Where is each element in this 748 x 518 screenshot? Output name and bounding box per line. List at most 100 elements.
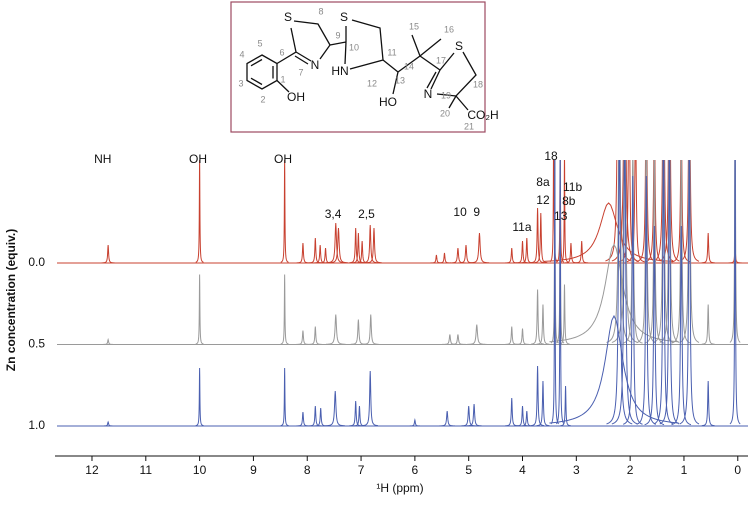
peak-label: 3,4 [325,207,342,221]
peak [469,232,490,264]
atom-number: 17 [436,55,446,65]
x-tick-label: 9 [250,463,257,477]
peak [636,175,657,425]
peak-label: 11a [512,220,531,234]
peak-label: NH [94,152,111,166]
peak [280,160,289,263]
peak [314,407,328,427]
peak [458,244,474,264]
x-tick-label: 6 [412,463,419,477]
atom-number: 3 [238,78,243,88]
atom-label: S [455,39,463,53]
peak [556,160,565,263]
atom-number: 7 [298,67,303,77]
peak [366,227,382,264]
peak-label: 2,5 [358,207,375,221]
atom-label: CO₂H [467,108,498,122]
peak [325,390,345,427]
peak-label: 8a [536,175,550,189]
atom-number: 6 [279,47,284,57]
peak [466,403,482,427]
peak [555,160,565,425]
peak [349,400,363,427]
series-label: 0.0 [28,255,45,269]
atom-number: 12 [367,78,377,88]
peak [516,405,529,427]
atom-label: N [424,87,433,101]
atom-label: HO [379,95,397,109]
atom-number: 15 [409,21,419,31]
atom-number: 9 [335,30,340,40]
series-label: 0.5 [28,337,45,351]
peak [606,160,633,425]
peak [450,334,466,345]
atom-number: 2 [260,94,265,104]
peak-label: 18 [544,149,558,163]
peak [362,224,378,264]
atom-number: 1 [280,74,285,84]
bonds [246,19,477,111]
series-label: 1.0 [28,418,45,432]
peak [611,160,638,343]
peak-label: 11b [563,180,582,194]
peak [549,160,558,263]
peak [362,314,379,345]
peak [516,240,529,264]
peak [101,244,115,264]
atom-number: 8 [318,6,323,16]
peak [531,289,545,345]
peak [308,405,322,427]
peak-label: 8b [562,194,576,208]
y-axis-label: Zn concentration (equiv.) [4,229,18,371]
atom-number: 5 [257,38,262,48]
atom-number: 13 [395,75,405,85]
peak [653,160,674,425]
x-tick-label: 11 [140,463,153,477]
peak [505,247,519,264]
peak [636,160,657,263]
peak [505,397,519,427]
structure: S N OH S HN HO S N CO₂H 1 2 3 4 5 6 7 8 … [230,1,499,133]
peak [549,314,679,424]
peak [439,410,455,427]
peak-label: 10 [453,205,467,219]
peak [101,337,115,345]
x-tick-label: 2 [627,463,634,477]
peak [326,314,346,345]
peak [442,334,458,345]
structure-frame [230,1,486,133]
atom-label: N [311,58,320,72]
peak [328,227,349,264]
peak [195,160,204,263]
peak [460,405,477,427]
peak [544,202,674,262]
peak [505,326,519,345]
peak-label: 9 [473,205,480,219]
x-tick-label: 4 [519,463,526,477]
atom-number: 16 [444,24,454,34]
peak [671,225,692,426]
peak [467,324,487,345]
peak [531,207,545,264]
peak [296,330,310,345]
atom-number: 11 [387,47,396,57]
peak [195,367,204,427]
atom-label: S [284,10,292,24]
atom-number: 21 [464,121,474,131]
peak [575,240,589,264]
peak [349,227,363,264]
atom-number: 4 [239,49,244,59]
peak [516,328,529,345]
peak [362,370,379,427]
peak [611,160,638,425]
x-tick-label: 12 [85,463,99,477]
peak [195,274,204,345]
atom-number: 20 [440,108,450,118]
x-tick-label: 5 [465,463,472,477]
peak [729,160,741,425]
atom-label: HN [331,64,348,78]
peak [679,160,700,262]
plot-area [57,160,748,427]
peak-label: OH [189,152,207,166]
peak [296,242,310,264]
